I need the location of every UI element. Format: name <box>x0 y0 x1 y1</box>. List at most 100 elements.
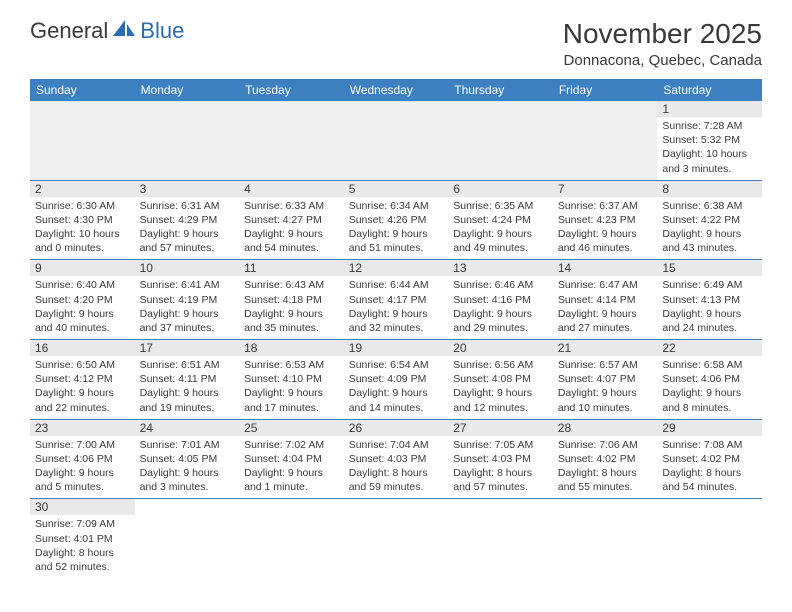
daylight-line: Daylight: 9 hours and 40 minutes. <box>35 307 130 335</box>
sunset-line: Sunset: 4:18 PM <box>244 293 339 307</box>
calendar-cell: 30Sunrise: 7:09 AMSunset: 4:01 PMDayligh… <box>30 499 135 578</box>
daylight-line: Daylight: 8 hours and 54 minutes. <box>662 466 757 494</box>
calendar-cell: 25Sunrise: 7:02 AMSunset: 4:04 PMDayligh… <box>239 419 344 499</box>
daylight-line: Daylight: 8 hours and 57 minutes. <box>453 466 548 494</box>
daylight-line: Daylight: 9 hours and 35 minutes. <box>244 307 339 335</box>
calendar-cell: 1Sunrise: 7:28 AMSunset: 5:32 PMDaylight… <box>657 101 762 180</box>
calendar-cell-blank <box>239 499 344 578</box>
day-number: 25 <box>239 420 344 436</box>
day-number: 11 <box>239 260 344 276</box>
daylight-line: Daylight: 8 hours and 52 minutes. <box>35 546 130 574</box>
daylight-line: Daylight: 9 hours and 51 minutes. <box>349 227 444 255</box>
daylight-line: Daylight: 8 hours and 59 minutes. <box>349 466 444 494</box>
calendar-cell: 13Sunrise: 6:46 AMSunset: 4:16 PMDayligh… <box>448 260 553 340</box>
sunrise-line: Sunrise: 6:40 AM <box>35 278 130 292</box>
calendar-cell: 3Sunrise: 6:31 AMSunset: 4:29 PMDaylight… <box>135 180 240 260</box>
sunset-line: Sunset: 4:01 PM <box>35 532 130 546</box>
sunrise-line: Sunrise: 6:56 AM <box>453 358 548 372</box>
day-number: 30 <box>30 499 135 515</box>
title-block: November 2025 Donnacona, Quebec, Canada <box>563 18 762 69</box>
sunrise-line: Sunrise: 6:47 AM <box>558 278 653 292</box>
sunrise-line: Sunrise: 6:53 AM <box>244 358 339 372</box>
sunset-line: Sunset: 4:22 PM <box>662 213 757 227</box>
sunset-line: Sunset: 4:10 PM <box>244 372 339 386</box>
sunrise-line: Sunrise: 7:08 AM <box>662 438 757 452</box>
month-title: November 2025 <box>563 18 762 50</box>
calendar-row: 30Sunrise: 7:09 AMSunset: 4:01 PMDayligh… <box>30 499 762 578</box>
day-number: 20 <box>448 340 553 356</box>
daylight-line: Daylight: 9 hours and 29 minutes. <box>453 307 548 335</box>
calendar-cell-blank <box>344 499 449 578</box>
day-number: 5 <box>344 181 449 197</box>
weekday-header: Tuesday <box>239 79 344 101</box>
calendar-cell: 29Sunrise: 7:08 AMSunset: 4:02 PMDayligh… <box>657 419 762 499</box>
daylight-line: Daylight: 9 hours and 57 minutes. <box>140 227 235 255</box>
sunrise-line: Sunrise: 6:37 AM <box>558 199 653 213</box>
calendar-cell: 22Sunrise: 6:58 AMSunset: 4:06 PMDayligh… <box>657 340 762 420</box>
day-number: 22 <box>657 340 762 356</box>
sunset-line: Sunset: 4:07 PM <box>558 372 653 386</box>
sunrise-line: Sunrise: 7:06 AM <box>558 438 653 452</box>
sunrise-line: Sunrise: 6:54 AM <box>349 358 444 372</box>
calendar-cell: 7 Sunrise: 6:37 AMSunset: 4:23 PMDaylight… <box>553 180 658 260</box>
calendar-cell: 9Sunrise: 6:40 AMSunset: 4:20 PMDaylight… <box>30 260 135 340</box>
calendar-cell: 5Sunrise: 6:34 AMSunset: 4:26 PMDaylight… <box>344 180 449 260</box>
sunset-line: Sunset: 5:32 PM <box>662 133 757 147</box>
sunrise-line: Sunrise: 6:30 AM <box>35 199 130 213</box>
sunset-line: Sunset: 4:11 PM <box>140 372 235 386</box>
weekday-header-row: SundayMondayTuesdayWednesdayThursdayFrid… <box>30 79 762 101</box>
sunset-line: Sunset: 4:26 PM <box>349 213 444 227</box>
sunset-line: Sunset: 4:03 PM <box>349 452 444 466</box>
day-number: 6 <box>448 181 553 197</box>
day-number: 1 <box>657 101 762 117</box>
daylight-line: Daylight: 9 hours and 43 minutes. <box>662 227 757 255</box>
weekday-header: Sunday <box>30 79 135 101</box>
day-number: 23 <box>30 420 135 436</box>
sunset-line: Sunset: 4:29 PM <box>140 213 235 227</box>
sunrise-line: Sunrise: 6:57 AM <box>558 358 653 372</box>
calendar-cell-blank <box>448 499 553 578</box>
logo-text-1: General <box>30 18 108 44</box>
daylight-line: Daylight: 9 hours and 46 minutes. <box>558 227 653 255</box>
day-number: 27 <box>448 420 553 436</box>
daylight-line: Daylight: 9 hours and 54 minutes. <box>244 227 339 255</box>
day-number: 3 <box>135 181 240 197</box>
sunset-line: Sunset: 4:14 PM <box>558 293 653 307</box>
calendar-table: SundayMondayTuesdayWednesdayThursdayFrid… <box>30 79 762 578</box>
calendar-cell: 28Sunrise: 7:06 AMSunset: 4:02 PMDayligh… <box>553 419 658 499</box>
daylight-line: Daylight: 10 hours and 0 minutes. <box>35 227 130 255</box>
day-number: 10 <box>135 260 240 276</box>
sunset-line: Sunset: 4:12 PM <box>35 372 130 386</box>
calendar-cell: 24Sunrise: 7:01 AMSunset: 4:05 PMDayligh… <box>135 419 240 499</box>
weekday-header: Thursday <box>448 79 553 101</box>
sunset-line: Sunset: 4:08 PM <box>453 372 548 386</box>
calendar-cell: 18Sunrise: 6:53 AMSunset: 4:10 PMDayligh… <box>239 340 344 420</box>
sunrise-line: Sunrise: 7:00 AM <box>35 438 130 452</box>
daylight-line: Daylight: 9 hours and 49 minutes. <box>453 227 548 255</box>
calendar-cell: 15Sunrise: 6:49 AMSunset: 4:13 PMDayligh… <box>657 260 762 340</box>
day-number: 4 <box>239 181 344 197</box>
day-number: 19 <box>344 340 449 356</box>
sunset-line: Sunset: 4:03 PM <box>453 452 548 466</box>
daylight-line: Daylight: 8 hours and 55 minutes. <box>558 466 653 494</box>
calendar-cell-blank <box>30 101 135 180</box>
sunrise-line: Sunrise: 6:46 AM <box>453 278 548 292</box>
weekday-header: Saturday <box>657 79 762 101</box>
sunset-line: Sunset: 4:02 PM <box>662 452 757 466</box>
daylight-line: Daylight: 9 hours and 19 minutes. <box>140 386 235 414</box>
daylight-line: Daylight: 9 hours and 27 minutes. <box>558 307 653 335</box>
calendar-cell: 4Sunrise: 6:33 AMSunset: 4:27 PMDaylight… <box>239 180 344 260</box>
sunrise-line: Sunrise: 6:38 AM <box>662 199 757 213</box>
sunrise-line: Sunrise: 6:41 AM <box>140 278 235 292</box>
calendar-cell: 23Sunrise: 7:00 AMSunset: 4:06 PMDayligh… <box>30 419 135 499</box>
calendar-cell: 14Sunrise: 6:47 AMSunset: 4:14 PMDayligh… <box>553 260 658 340</box>
calendar-row: 23Sunrise: 7:00 AMSunset: 4:06 PMDayligh… <box>30 419 762 499</box>
calendar-cell: 6Sunrise: 6:35 AMSunset: 4:24 PMDaylight… <box>448 180 553 260</box>
daylight-line: Daylight: 9 hours and 17 minutes. <box>244 386 339 414</box>
day-number: 16 <box>30 340 135 356</box>
daylight-line: Daylight: 9 hours and 1 minute. <box>244 466 339 494</box>
day-number: 15 <box>657 260 762 276</box>
day-number: 7 <box>553 181 658 197</box>
sunset-line: Sunset: 4:23 PM <box>558 213 653 227</box>
sunrise-line: Sunrise: 7:05 AM <box>453 438 548 452</box>
